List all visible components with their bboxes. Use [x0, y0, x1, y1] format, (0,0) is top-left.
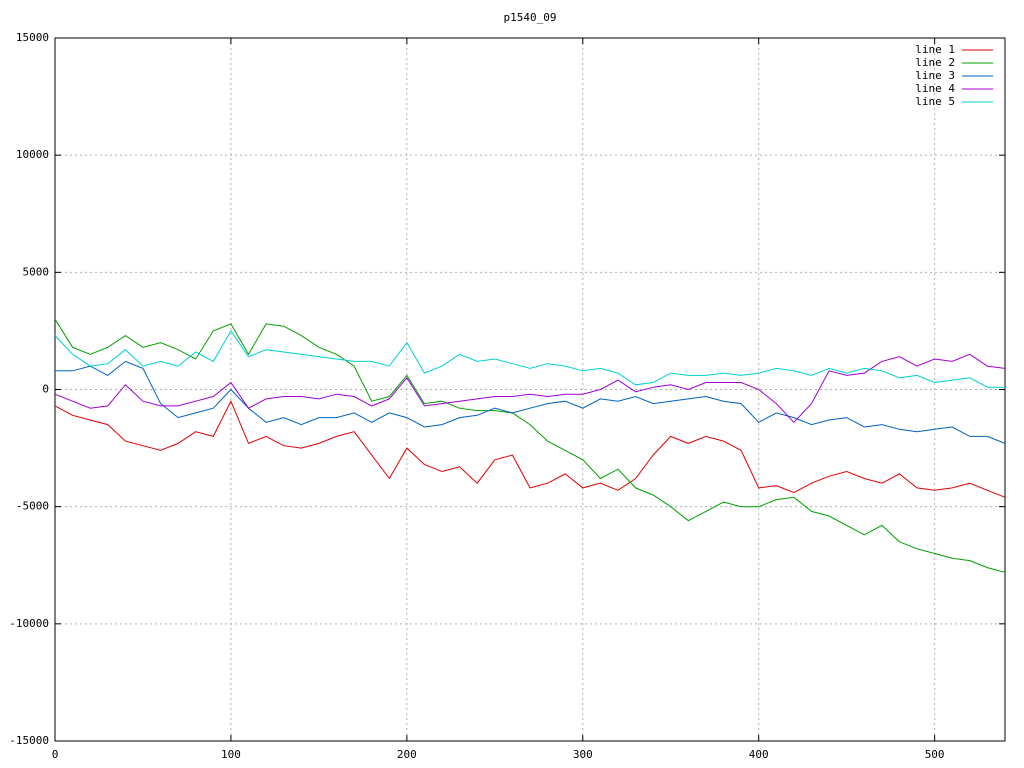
chart-title: p1540_09 — [504, 11, 557, 24]
y-tick-label: 10000 — [16, 148, 49, 161]
series-line — [54, 318, 1006, 573]
series-line — [54, 353, 1006, 424]
series-line — [54, 399, 1006, 498]
x-tick-label: 300 — [573, 748, 593, 761]
series-line — [55, 360, 1006, 444]
legend-label: line 1 — [915, 43, 955, 56]
plot-frame — [54, 37, 1006, 742]
y-tick-label: 5000 — [23, 265, 50, 278]
x-tick-label: 400 — [749, 748, 769, 761]
y-tick-label: 15000 — [16, 31, 49, 44]
legend-label: line 3 — [915, 69, 955, 82]
x-tick-label: 100 — [221, 748, 241, 761]
x-tick-label: 200 — [397, 748, 417, 761]
x-tick-label: 0 — [52, 748, 59, 761]
y-tick-label: -10000 — [9, 617, 49, 630]
y-tick-label: -5000 — [16, 500, 49, 513]
legend-label: line 4 — [915, 82, 955, 95]
x-tick-label: 500 — [925, 748, 945, 761]
series-line — [54, 329, 1005, 388]
legend-label: line 2 — [915, 56, 955, 69]
y-tick-label: -15000 — [9, 734, 49, 747]
legend-label: line 5 — [915, 95, 955, 108]
y-tick-label: 0 — [42, 383, 49, 396]
